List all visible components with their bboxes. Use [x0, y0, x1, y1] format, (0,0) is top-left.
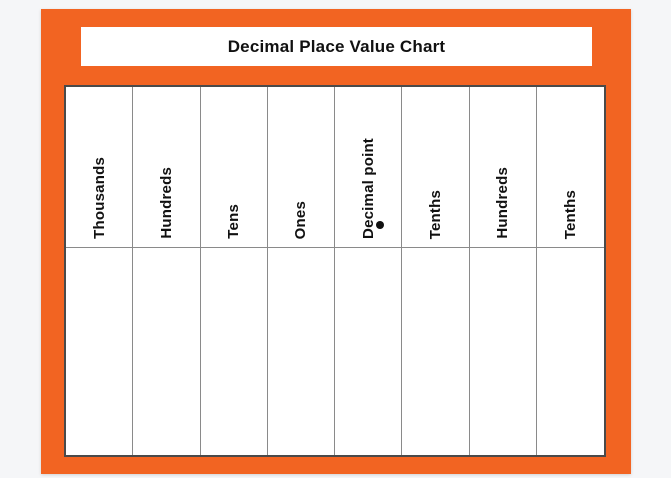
- body-cell-tenths: [402, 248, 470, 455]
- chart-title: Decimal Place Value Chart: [227, 36, 446, 56]
- chart-title-bar: Decimal Place Value Chart: [81, 27, 592, 66]
- column-label-tenths: Tenths: [426, 189, 444, 239]
- column-label-decimal-point: Decimal point: [359, 138, 377, 239]
- column-label-ones: Ones: [292, 200, 310, 239]
- header-cell-tens: Tens: [200, 87, 268, 248]
- column-label-tenths-2: Tenths: [561, 189, 579, 239]
- header-cell-hundreds-2: Hundreds: [469, 87, 537, 248]
- column-label-hundreds: Hundreds: [157, 167, 175, 239]
- header-cell-decimal-point: Decimal point: [335, 87, 403, 248]
- column-label-hundreds-2: Hundreds: [494, 167, 512, 239]
- decimal-point-dot-icon: [376, 221, 385, 229]
- body-cell-tens: [200, 248, 268, 455]
- header-cell-tenths-2: Tenths: [536, 87, 604, 248]
- body-cell-hundreds-2: [469, 248, 537, 455]
- header-cell-tenths: Tenths: [402, 87, 470, 248]
- column-label-thousands: Thousands: [90, 157, 108, 239]
- header-cell-ones: Ones: [267, 87, 335, 248]
- body-cell-hundreds: [133, 248, 201, 455]
- body-cell-thousands: [66, 248, 134, 455]
- body-cell-tenths-2: [536, 248, 604, 455]
- header-cell-thousands: Thousands: [66, 87, 134, 248]
- body-cell-ones: [267, 248, 335, 455]
- header-cell-hundreds: Hundreds: [133, 87, 201, 248]
- chart-card: Decimal Place Value Chart Thousands Hund…: [41, 9, 631, 474]
- column-label-tens: Tens: [225, 204, 243, 239]
- place-value-table: Thousands Hundreds Tens Ones Decimal poi…: [64, 85, 606, 457]
- body-cell-decimal-point: [335, 248, 403, 455]
